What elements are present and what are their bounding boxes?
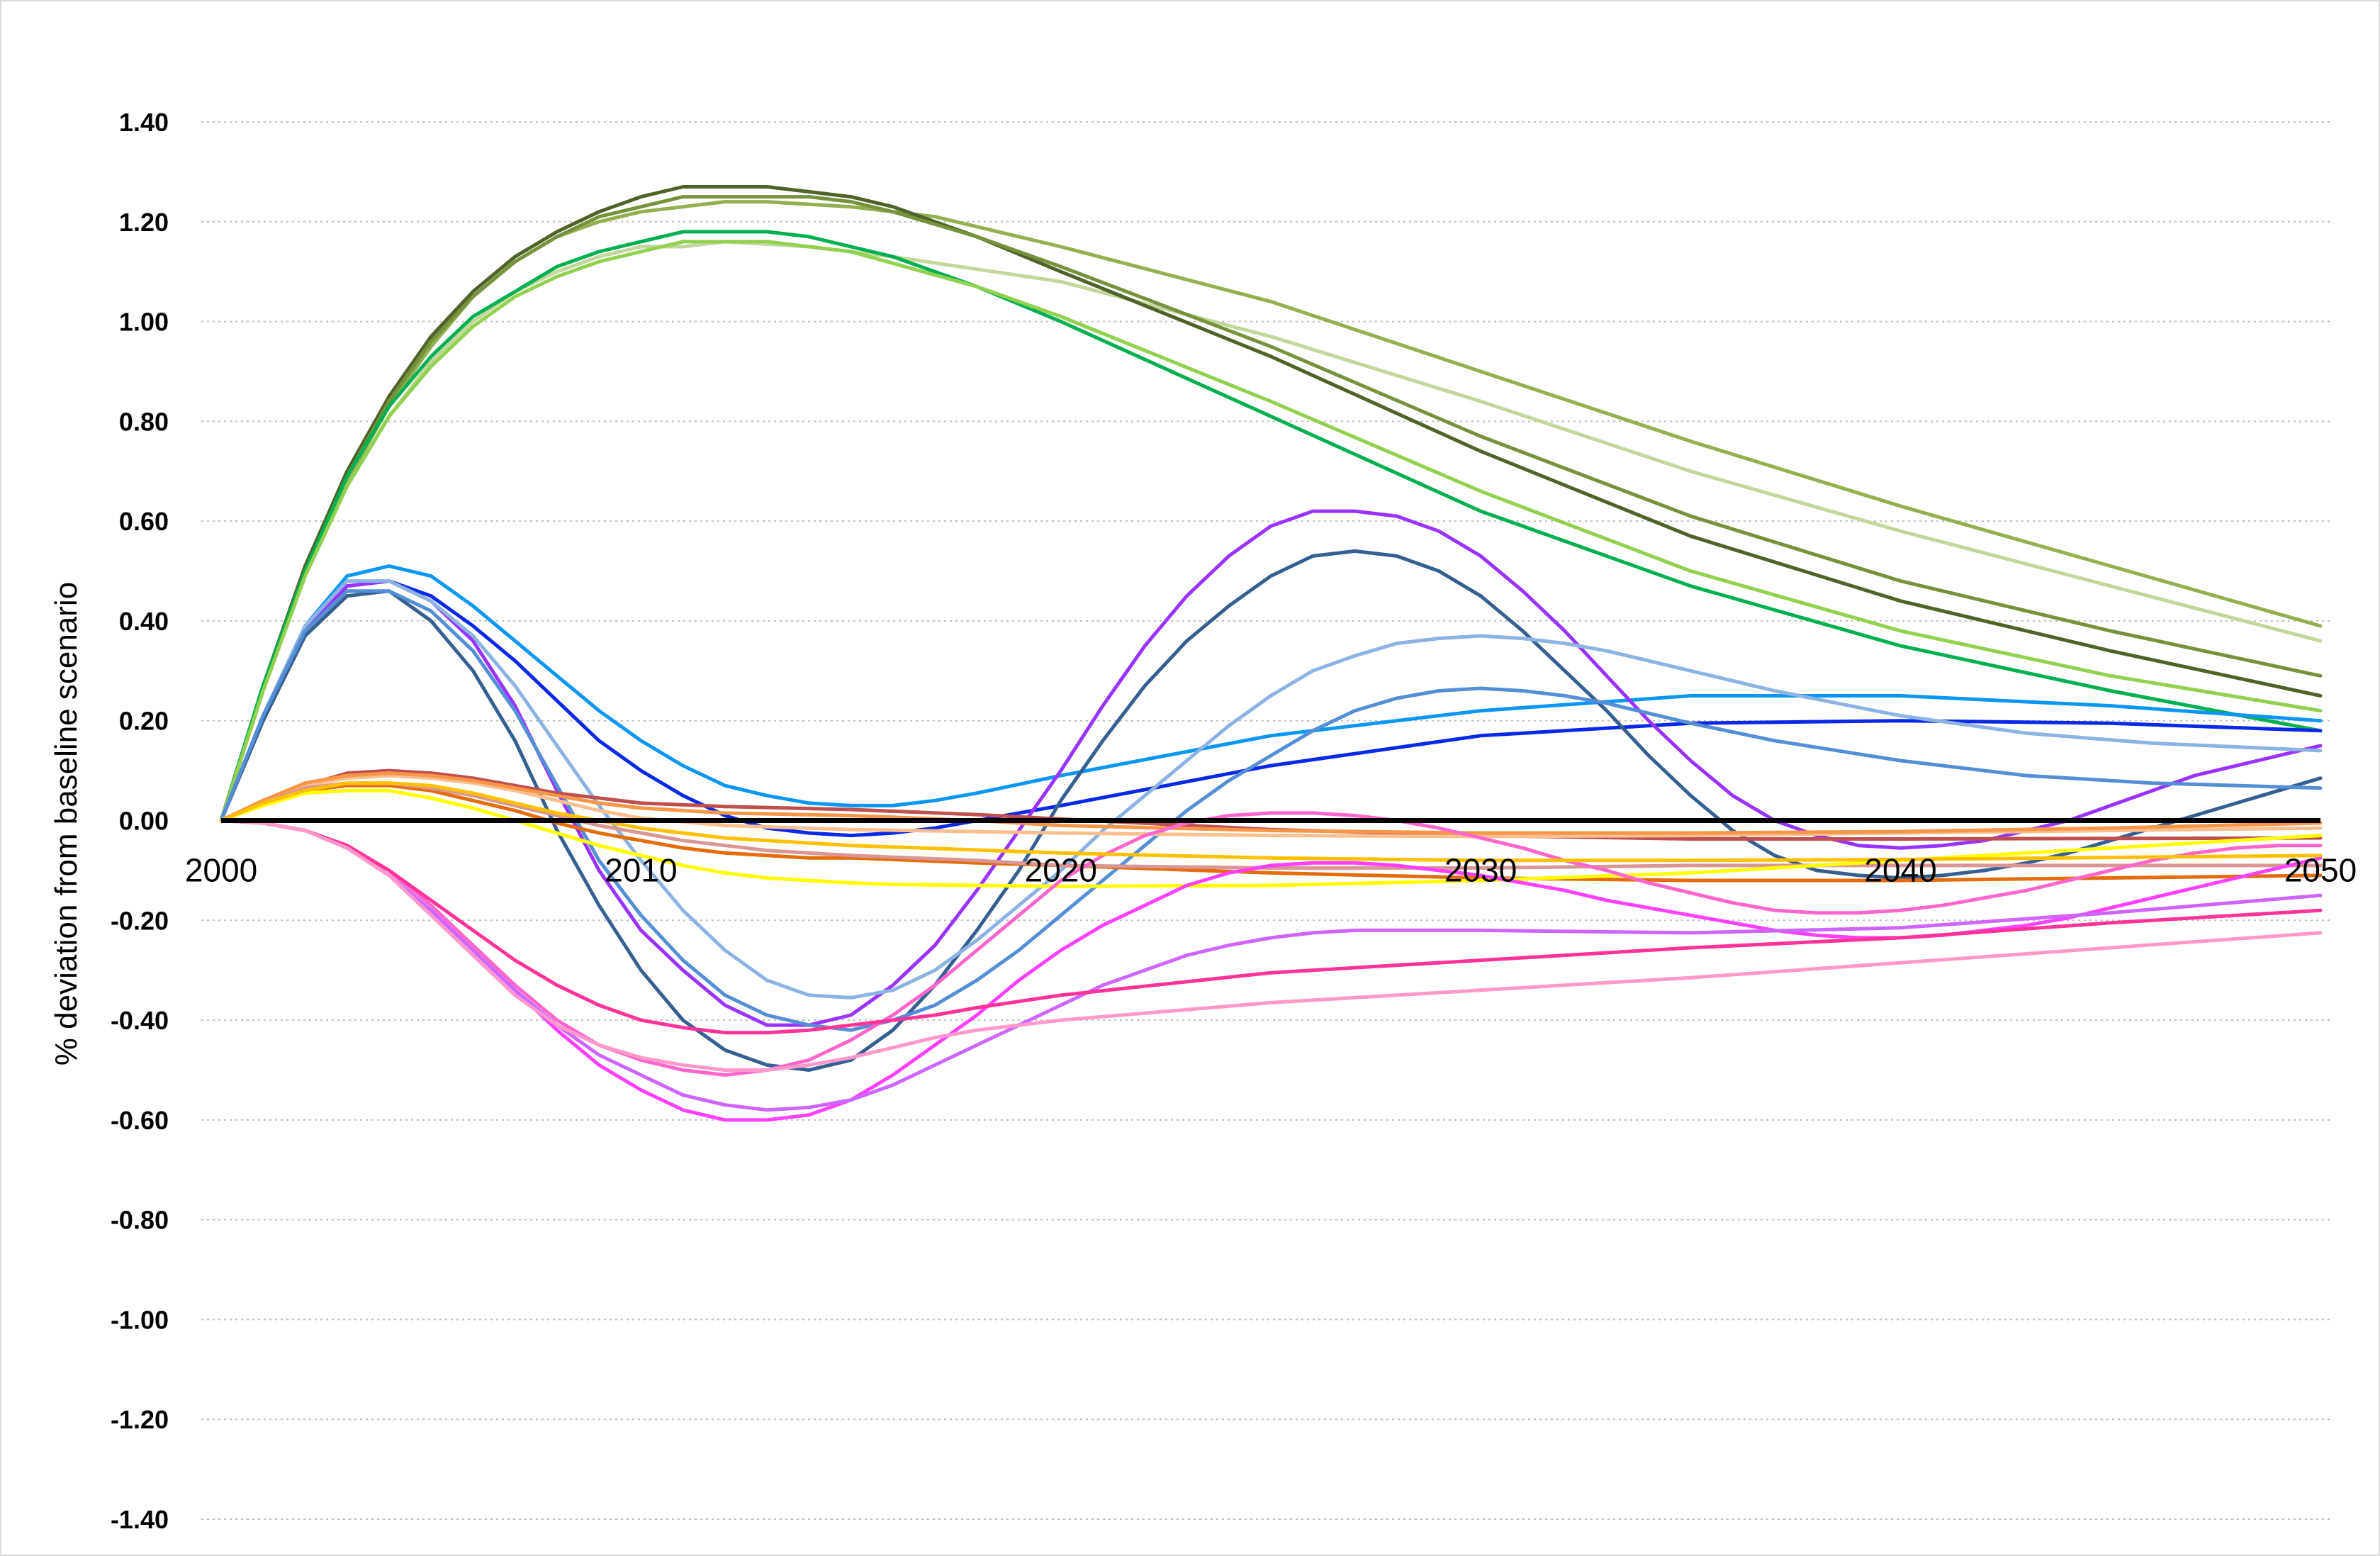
series-line-14: [219, 783, 2323, 883]
series-line-22: [219, 819, 2323, 1035]
y-tick-label: -1.20: [111, 1405, 169, 1434]
series-line-10: [219, 549, 2323, 1072]
y-axis-label: % deviation from baseline scenario: [49, 582, 84, 1065]
y-tick-label: 1.00: [119, 308, 169, 337]
series-line-18: [219, 788, 2323, 888]
series-line-12: [219, 589, 2323, 1032]
series-line-5: [219, 230, 2323, 822]
y-tick-label: 0.00: [119, 807, 169, 836]
y-tick-label: 1.40: [119, 108, 169, 137]
series-line-11: [219, 579, 2323, 1000]
series-line-15: [219, 773, 2323, 839]
x-tick-label: 2040: [1864, 852, 1936, 889]
x-tick-label: 2010: [605, 852, 677, 889]
x-tick-label: 2050: [2284, 852, 2357, 889]
y-tick-label: 0.80: [119, 407, 169, 436]
series-lines: [219, 185, 2323, 1122]
x-axis-ticks: 2000 2010 2020 2030 2040 2050: [185, 852, 2357, 889]
x-tick-label: 2000: [185, 852, 257, 889]
series-line-23: [219, 819, 2323, 1072]
y-tick-label: -1.40: [111, 1505, 169, 1534]
x-tick-label: 2030: [1444, 852, 1517, 889]
series-line-3: [219, 185, 2323, 822]
series-line-20: [219, 811, 2323, 1077]
y-tick-label: 0.20: [119, 707, 169, 736]
y-tick-label: 1.20: [119, 208, 169, 237]
y-tick-label: -0.80: [111, 1206, 169, 1235]
series-line-4: [219, 195, 2323, 822]
series-line-7: [219, 564, 2323, 822]
y-tick-label: 0.40: [119, 607, 169, 636]
series-line-21: [219, 819, 2323, 1112]
series-line-6: [219, 240, 2323, 822]
y-tick-label: -0.40: [111, 1006, 169, 1035]
y-tick-label: -1.00: [111, 1305, 169, 1334]
y-axis-ticks: 1.40 1.20 1.00 0.80 0.60 0.40 0.20 0.00 -0.20 -0.…: [111, 108, 169, 1534]
y-tick-label: 0.60: [119, 507, 169, 536]
series-line-9: [219, 509, 2323, 1027]
x-tick-label: 2020: [1025, 852, 1097, 889]
y-tick-label: -0.20: [111, 906, 169, 935]
series-line-2: [219, 240, 2323, 822]
y-tick-label: -0.60: [111, 1106, 169, 1135]
series-line-13: [219, 768, 2323, 841]
series-line-16: [219, 771, 2323, 835]
series-line-24: [219, 781, 2323, 863]
series-line-1: [219, 200, 2323, 822]
